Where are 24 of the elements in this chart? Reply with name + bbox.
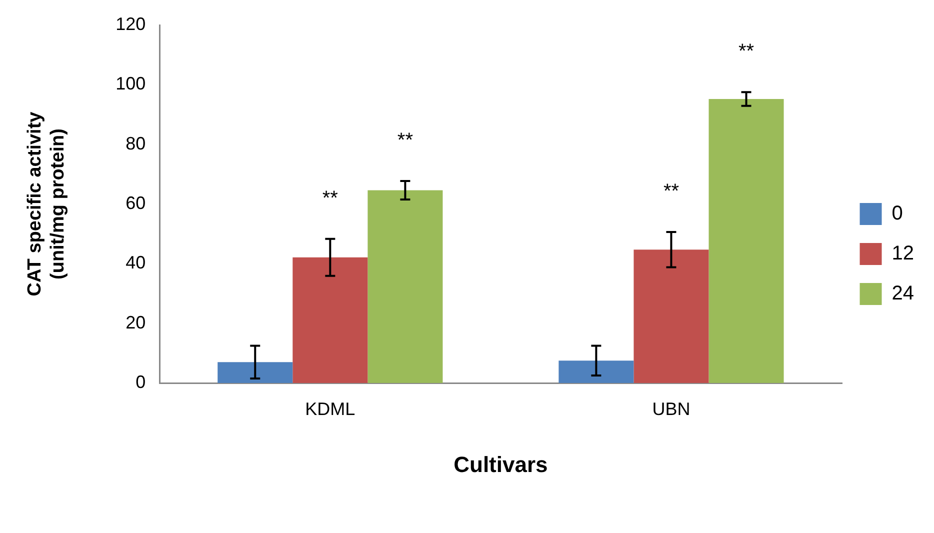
y-tick-label: 60	[126, 192, 146, 213]
y-tick-label: 80	[126, 133, 146, 154]
bar	[292, 257, 368, 383]
y-tick-label: 0	[136, 372, 146, 392]
annotation: **	[663, 180, 680, 203]
bar	[368, 190, 443, 383]
bar	[558, 360, 634, 383]
bar	[218, 362, 293, 383]
annotation: **	[397, 130, 414, 152]
x-tick-label: KDML	[305, 398, 356, 419]
legend-label: 0	[892, 202, 903, 225]
y-tick-label: 120	[116, 14, 146, 34]
bar	[708, 98, 784, 383]
y-tick-label: 20	[126, 312, 146, 332]
legend-label: 24	[892, 282, 914, 305]
y-tick-label: 100	[116, 74, 146, 94]
annotation: **	[738, 40, 754, 63]
bar	[634, 250, 709, 383]
y-tick-label: 40	[126, 252, 146, 273]
y-axis-title: CAT specific activity (unit/mg protein)	[24, 111, 68, 296]
x-axis-title: Cultivars	[454, 452, 548, 477]
annotation: **	[322, 187, 338, 210]
legend-label: 12	[892, 242, 914, 265]
x-tick-label: UBN	[652, 398, 690, 419]
